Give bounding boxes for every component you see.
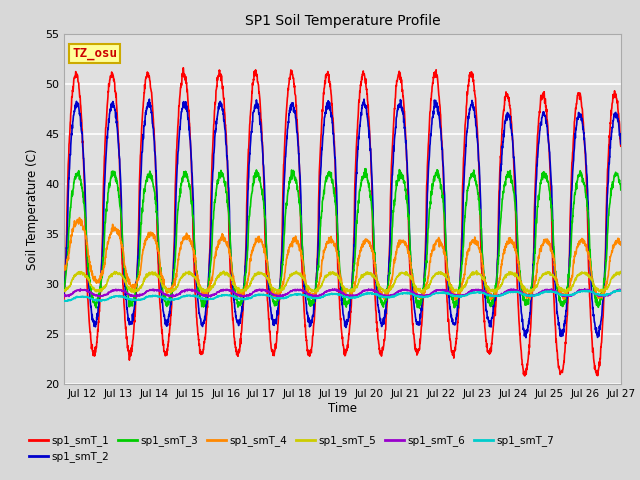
Y-axis label: Soil Temperature (C): Soil Temperature (C) [26,148,40,270]
X-axis label: Time: Time [328,402,357,415]
Title: SP1 Soil Temperature Profile: SP1 Soil Temperature Profile [244,14,440,28]
Legend: sp1_smT_1, sp1_smT_2, sp1_smT_3, sp1_smT_4, sp1_smT_5, sp1_smT_6, sp1_smT_7: sp1_smT_1, sp1_smT_2, sp1_smT_3, sp1_smT… [25,431,559,467]
Text: TZ_osu: TZ_osu [72,47,117,60]
